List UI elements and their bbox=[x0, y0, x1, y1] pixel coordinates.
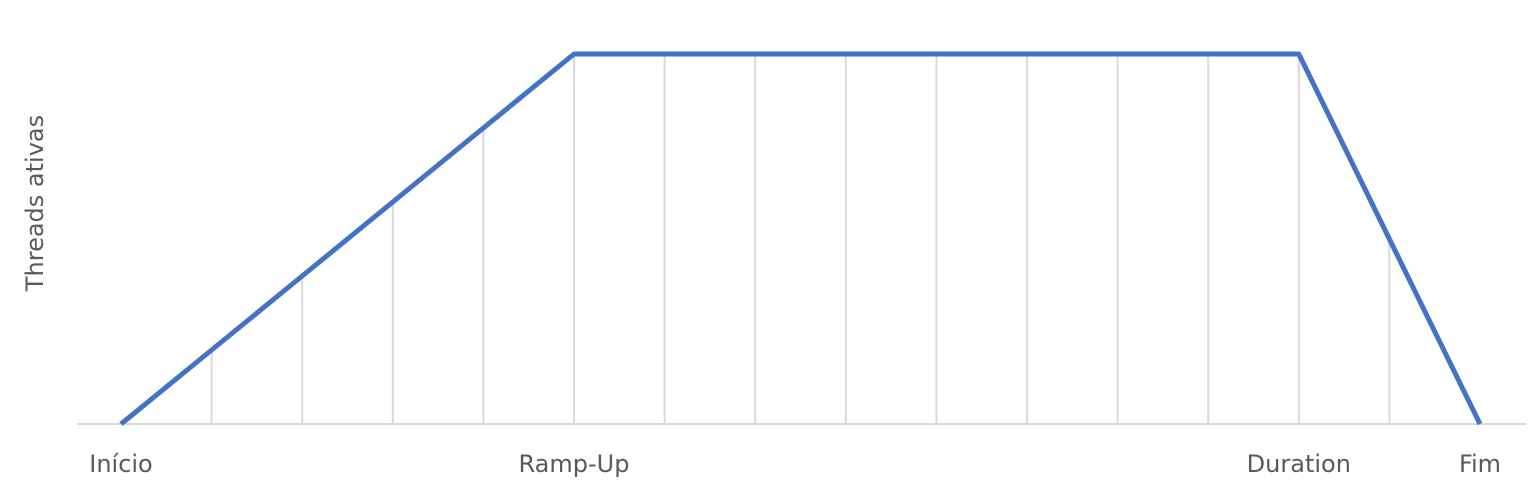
x-tick-label: Ramp-Up bbox=[519, 450, 630, 478]
vertical-gridlines bbox=[210, 54, 1391, 424]
x-tick-label: Início bbox=[89, 450, 153, 478]
y-axis-title: Threads ativas bbox=[21, 115, 49, 292]
series-line-threads bbox=[119, 51, 1483, 426]
x-tick-labels: Início Ramp-Up Duration Fim bbox=[89, 450, 1501, 478]
x-tick-label: Duration bbox=[1247, 450, 1351, 478]
x-tick-label: Fim bbox=[1459, 450, 1501, 478]
